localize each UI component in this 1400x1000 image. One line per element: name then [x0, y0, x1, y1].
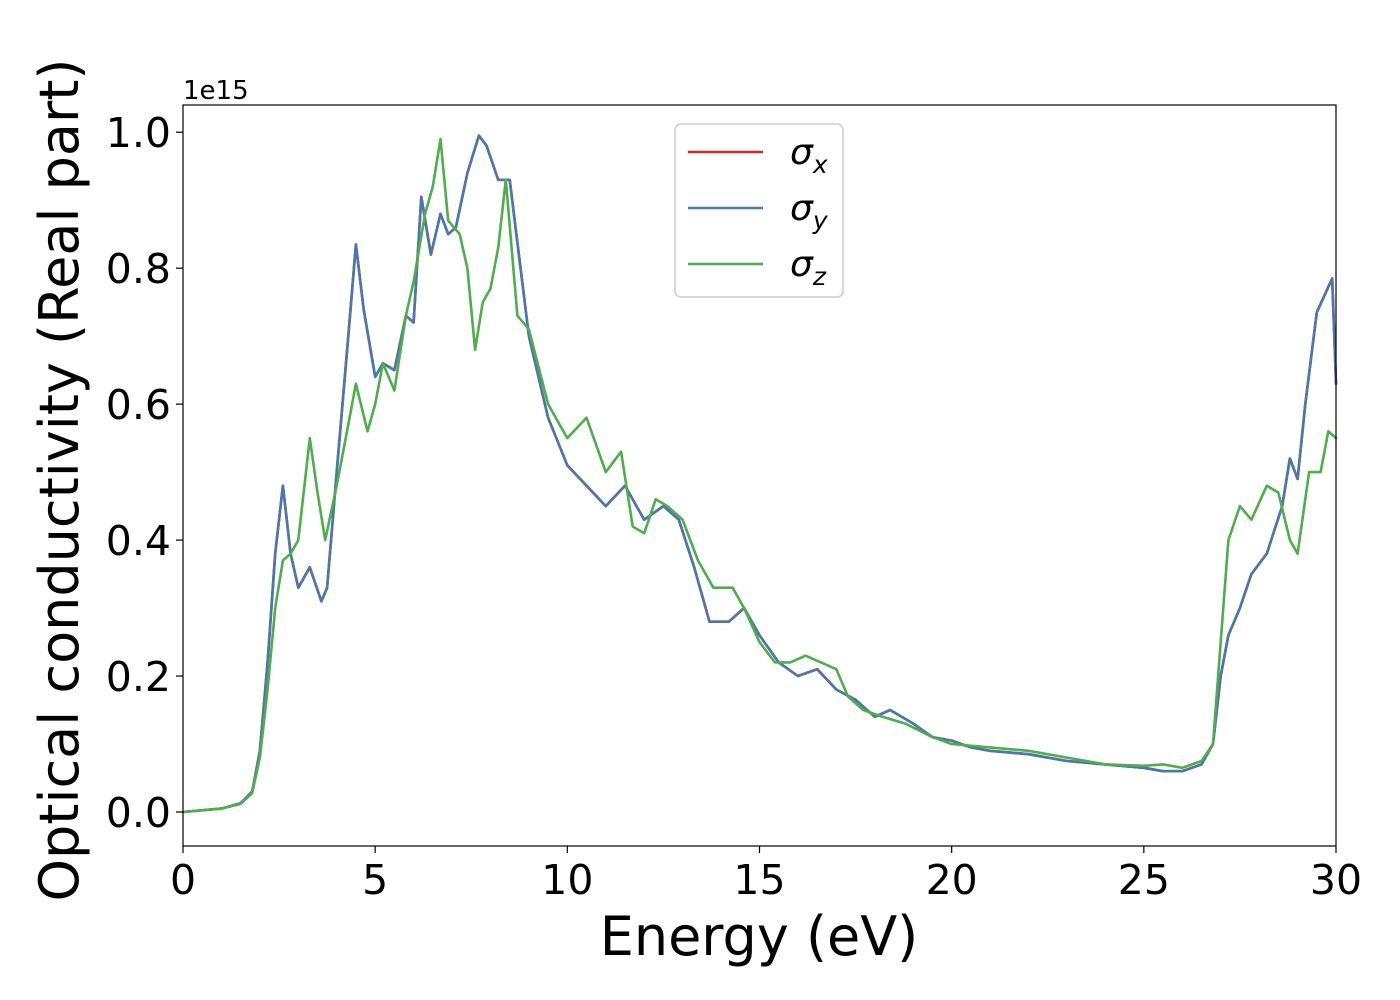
legend-subscript: y [812, 206, 829, 235]
series-line-z [181, 137, 1338, 814]
legend-box [674, 123, 844, 298]
legend-label-x: σx [790, 132, 828, 179]
y-axis-ticks: 0.0 0.2 0.4 0.6 0.8 1.0 [106, 109, 183, 837]
x-axis-title: Energy (eV) [600, 905, 919, 968]
x-tick-label: 0 [170, 856, 196, 904]
legend-subscript: z [812, 262, 827, 291]
legend-subscript: x [812, 150, 828, 179]
legend-label-z: σz [790, 244, 827, 291]
y-tick-label: 0.6 [106, 381, 171, 429]
y-tick-label: 1.0 [106, 109, 171, 157]
legend-symbol: σ [790, 244, 814, 285]
y-tick-label: 0.8 [106, 245, 171, 293]
legend-symbol: σ [790, 188, 814, 229]
y-tick-label: 0.0 [106, 789, 171, 837]
x-tick-label: 20 [926, 856, 978, 904]
x-tick-label: 10 [541, 856, 593, 904]
legend-symbol: σ [790, 132, 814, 173]
x-axis-ticks: 0 5 10 15 20 25 30 [170, 846, 1362, 904]
x-tick-label: 15 [733, 856, 785, 904]
legend-label-y: σy [790, 188, 829, 235]
y-tick-label: 0.4 [106, 517, 171, 565]
series-layer [181, 134, 1338, 814]
x-tick-label: 5 [362, 856, 388, 904]
y-tick-label: 0.2 [106, 653, 171, 701]
x-tick-label: 25 [1118, 856, 1170, 904]
y-offset-label: 1e15 [183, 76, 249, 106]
x-tick-label: 30 [1310, 856, 1362, 904]
y-axis-title: Optical conductivity (Real part) [28, 59, 91, 902]
